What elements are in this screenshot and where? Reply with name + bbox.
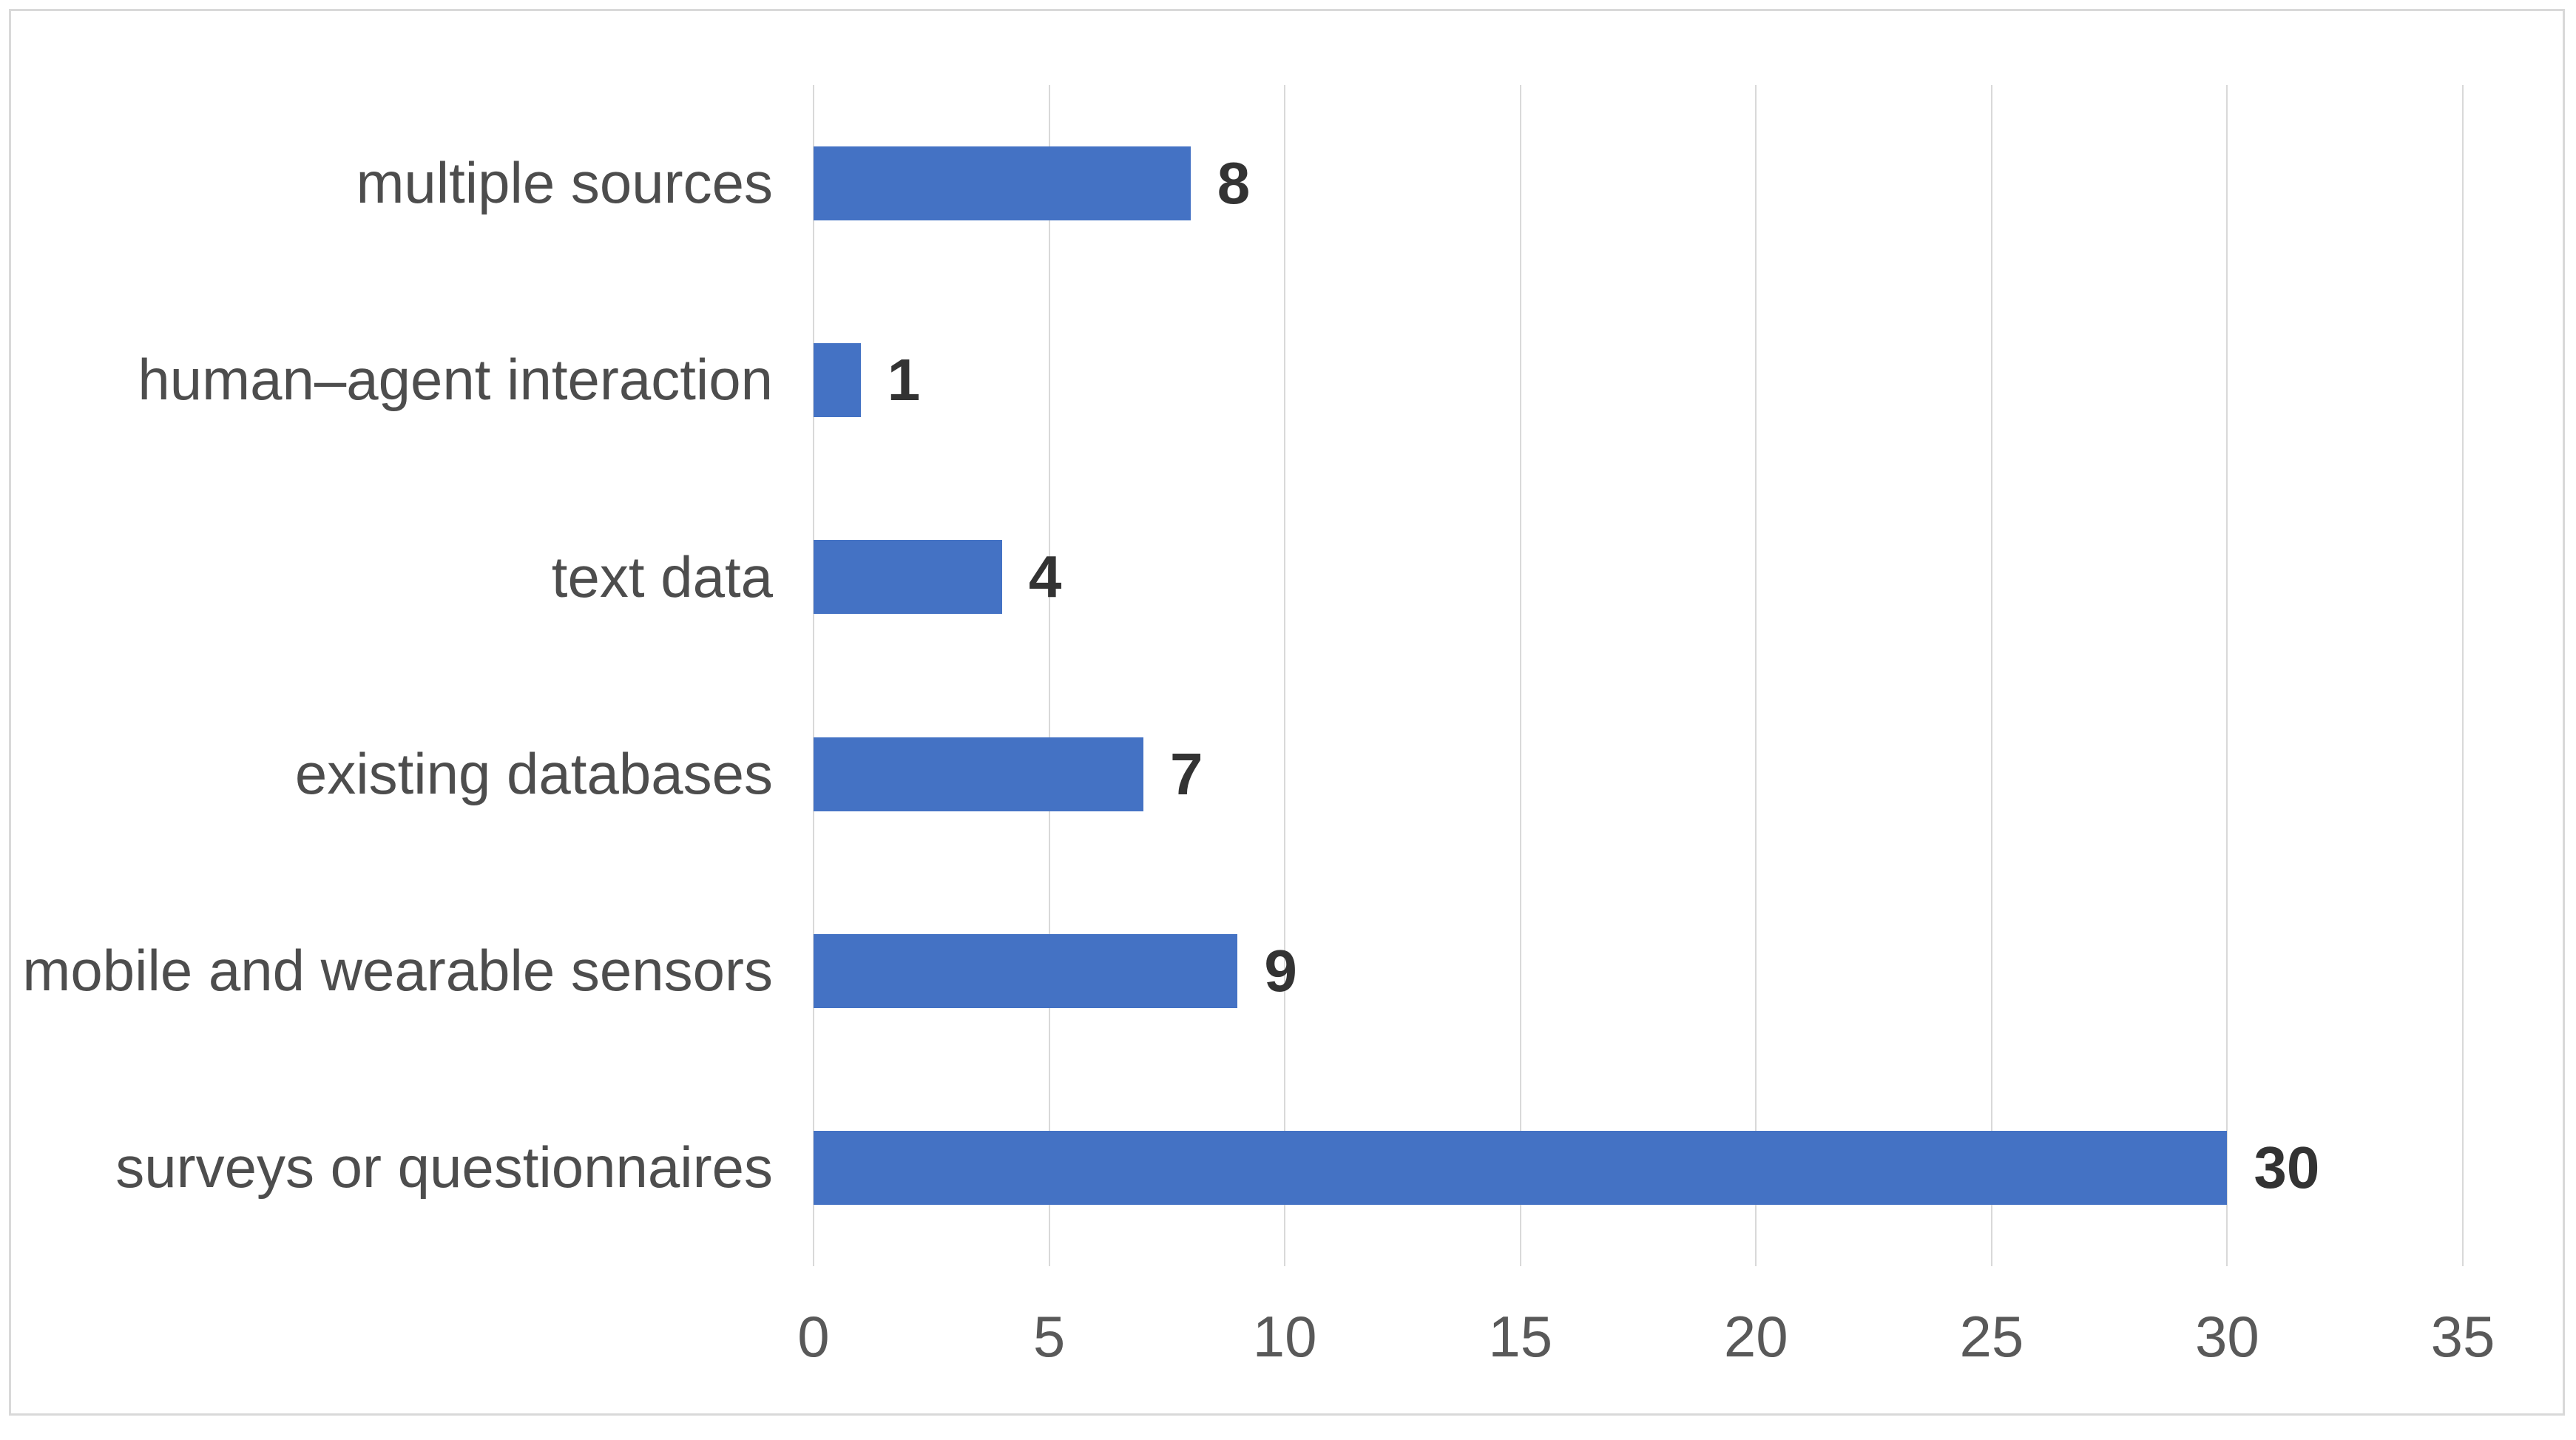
data-label: 30	[2254, 1134, 2320, 1200]
value-axis: 0 5 10 15 20 25 30 35	[11, 11, 2563, 1413]
gridline	[1990, 85, 1992, 1266]
x-axis-tick-label: 35	[2430, 1304, 2495, 1369]
category-label: existing databases	[294, 740, 773, 806]
x-axis-tick-label: 10	[1252, 1304, 1317, 1369]
x-axis-tick-label: 25	[1959, 1304, 2024, 1369]
bar-1	[814, 343, 861, 418]
bar-3	[814, 737, 1143, 811]
bar-4	[814, 933, 1238, 1008]
gridline	[1284, 85, 1286, 1266]
x-axis-tick-label: 30	[2195, 1304, 2259, 1369]
data-label: 4	[1028, 544, 1062, 610]
category-label: text data	[551, 544, 773, 609]
bar-5	[814, 1130, 2228, 1205]
x-axis-tick-label: 0	[797, 1304, 830, 1369]
category-label: surveys or questionnaires	[115, 1135, 773, 1200]
x-axis-tick-label: 20	[1723, 1304, 1788, 1369]
data-label: 8	[1217, 150, 1251, 217]
chart-frame: 8 1 4 7 9 30 multiple sources human–agent inte…	[9, 9, 2565, 1416]
gridline	[1519, 85, 1521, 1266]
gridlines-layer	[11, 11, 2563, 1413]
gridline	[2226, 85, 2228, 1266]
bars-layer: 8 1 4 7 9 30	[11, 11, 2563, 1413]
bar-0	[814, 146, 1191, 221]
x-axis-tick-label: 15	[1488, 1304, 1553, 1369]
data-label: 1	[887, 347, 921, 413]
category-label: multiple sources	[356, 150, 773, 216]
gridline	[1048, 85, 1050, 1266]
bar-2	[814, 540, 1002, 615]
data-label: 9	[1264, 937, 1297, 1004]
category-label: human–agent interaction	[138, 347, 773, 413]
gridline	[813, 85, 814, 1266]
category-label: mobile and wearable sensors	[22, 937, 773, 1003]
gridline	[2462, 85, 2464, 1266]
x-axis-tick-label: 5	[1032, 1304, 1066, 1369]
gridline	[1755, 85, 1757, 1266]
data-label: 7	[1170, 740, 1203, 807]
category-axis: multiple sources human–agent interaction t…	[11, 11, 2563, 1413]
